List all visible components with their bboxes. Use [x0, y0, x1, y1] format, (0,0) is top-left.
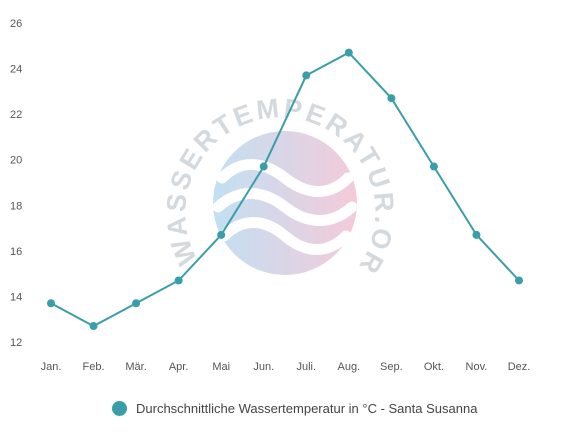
- legend[interactable]: Durchschnittliche Wassertemperatur in °C…: [112, 398, 477, 418]
- data-point[interactable]: [47, 299, 55, 308]
- watermark-logo: WASSERTEMPERATUR.ORG: [0, 0, 397, 281]
- x-tick-label: Dez.: [508, 361, 531, 373]
- y-tick-label: 18: [10, 200, 22, 212]
- y-tick-label: 12: [10, 337, 22, 349]
- x-tick-label: Jan.: [41, 361, 62, 373]
- data-point[interactable]: [472, 230, 481, 239]
- y-tick-label: 20: [10, 155, 22, 167]
- x-tick-label: Feb.: [83, 361, 105, 373]
- data-point[interactable]: [174, 276, 183, 285]
- x-tick-label: Sep.: [380, 361, 403, 373]
- data-point[interactable]: [132, 299, 141, 308]
- x-axis: Jan. Feb. Mär. Apr. Mai Jun. Juli. Aug. Sep. Okt.…: [41, 361, 531, 373]
- legend-label: Durchschnittliche Wassertemperatur in °C…: [136, 400, 478, 416]
- x-tick-label: Juli.: [296, 361, 316, 373]
- series-line: [50, 51, 520, 328]
- data-point[interactable]: [259, 162, 268, 171]
- x-tick-label: Aug.: [337, 361, 360, 373]
- x-tick-label: Mär.: [125, 361, 146, 373]
- data-point[interactable]: [429, 162, 438, 171]
- data-point[interactable]: [217, 230, 226, 239]
- y-tick-label: 24: [10, 64, 22, 76]
- y-tick-label: 22: [10, 109, 22, 121]
- data-point[interactable]: [89, 322, 98, 331]
- y-tick-label: 26: [10, 18, 22, 30]
- legend-swatch: [112, 400, 127, 416]
- x-tick-label: Jun.: [253, 361, 274, 373]
- y-axis: 12 14 16 18 20 22 24 26: [10, 18, 22, 349]
- series-points: [47, 48, 523, 331]
- x-tick-label: Okt.: [424, 361, 444, 373]
- data-point[interactable]: [344, 48, 353, 57]
- y-tick-label: 14: [10, 291, 22, 303]
- x-tick-label: Mai: [212, 361, 230, 373]
- y-tick-label: 16: [10, 246, 22, 258]
- data-point[interactable]: [387, 94, 396, 103]
- x-tick-label: Nov.: [466, 361, 488, 373]
- data-point[interactable]: [302, 71, 311, 80]
- data-point[interactable]: [515, 276, 523, 285]
- x-tick-label: Apr.: [169, 361, 189, 373]
